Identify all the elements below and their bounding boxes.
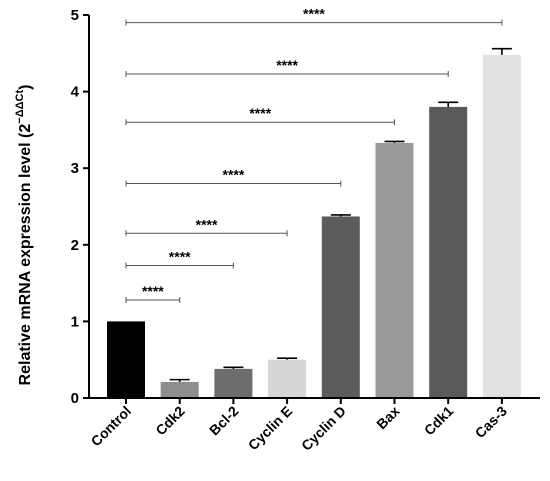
y-tick-label: 2 (71, 237, 79, 254)
significance-label: **** (303, 6, 325, 22)
significance-label: **** (276, 57, 298, 73)
y-tick-label: 1 (71, 313, 79, 330)
x-tick-label: Bax (373, 403, 403, 433)
significance-label: **** (169, 248, 191, 264)
y-tick-label: 4 (71, 84, 80, 101)
y-axis-label: Relative mRNA expression level (2−ΔΔCt) (14, 85, 34, 386)
bar-cas-3 (482, 54, 521, 398)
bar-bcl-2 (214, 368, 253, 398)
bar-cdk1 (429, 106, 468, 399)
x-tick-label: Bcl-2 (206, 403, 242, 439)
y-axis-label-end: ) (17, 85, 34, 90)
y-tick-label: 3 (71, 160, 79, 177)
bar-cdk2 (160, 381, 199, 398)
bar-control (107, 321, 145, 398)
x-tick-label: Cdk2 (152, 403, 188, 439)
x-tick-label: Cyclin D (298, 403, 349, 454)
significance-label: **** (196, 216, 218, 232)
x-tick-label: Cdk1 (421, 403, 457, 439)
y-axis-label-sup: −ΔΔCt (14, 90, 26, 124)
bar-cyclin-d (321, 216, 360, 398)
bar-cyclin-e (268, 359, 307, 398)
x-tick-label: Cas-3 (472, 403, 510, 441)
x-tick-label: Control (88, 403, 135, 450)
bar-bax (375, 142, 414, 398)
x-tick-label: Cyclin E (245, 403, 295, 453)
y-tick-label: 5 (71, 7, 79, 24)
significance-label: **** (249, 105, 271, 121)
significance-label: **** (142, 283, 164, 299)
significance-label: **** (223, 167, 245, 183)
y-axis-label-main: Relative mRNA expression level (2 (17, 124, 34, 386)
y-tick-label: 0 (71, 390, 79, 407)
bars-layer (107, 47, 521, 399)
significance-layer: **** **** **** **** **** **** **** (125, 6, 503, 303)
